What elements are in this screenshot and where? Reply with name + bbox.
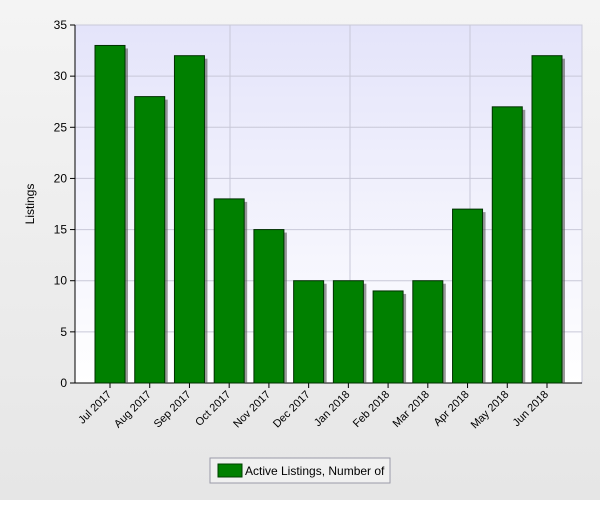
y-tick-label: 25 (54, 120, 68, 134)
bar (491, 106, 523, 384)
legend-box (209, 457, 391, 484)
bar (412, 280, 444, 384)
y-tick-label: 5 (60, 325, 67, 339)
bar (253, 229, 285, 384)
bar (372, 290, 404, 384)
y-tick-label: 15 (54, 223, 68, 237)
bar (134, 96, 166, 384)
bar (173, 55, 205, 384)
legend: Active Listings, Number of (209, 457, 391, 484)
bar (94, 44, 126, 384)
bar (293, 280, 325, 384)
bar (332, 280, 364, 384)
legend-swatch (217, 463, 243, 478)
y-tick-label: 35 (54, 18, 68, 32)
y-tick-label: 10 (54, 274, 68, 288)
y-tick-label: 30 (54, 69, 68, 83)
bar (452, 208, 484, 384)
y-axis-label: Listings (23, 184, 37, 225)
y-tick-label: 0 (60, 376, 67, 390)
bar (213, 198, 245, 384)
y-tick-label: 20 (54, 171, 68, 185)
bar (531, 55, 563, 384)
legend-label: Active Listings, Number of (245, 464, 385, 478)
